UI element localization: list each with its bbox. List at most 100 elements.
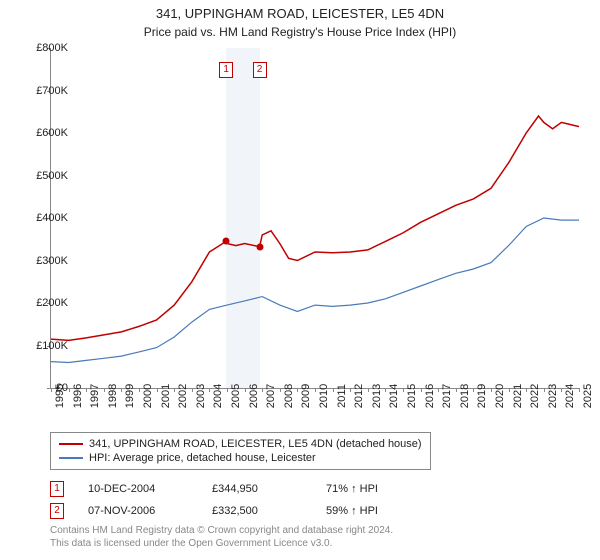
x-axis-label: 2007 — [265, 384, 277, 408]
chart-subtitle: Price paid vs. HM Land Registry's House … — [0, 23, 600, 39]
x-axis-label: 2017 — [441, 384, 453, 408]
x-axis-label: 1999 — [124, 384, 136, 408]
x-axis-label: 2004 — [212, 384, 224, 408]
x-tick — [227, 388, 228, 392]
x-axis-label: 2023 — [547, 384, 559, 408]
y-axis-label: £200K — [24, 297, 68, 309]
x-axis-label: 2001 — [160, 384, 172, 408]
event-pct: 71% ↑ HPI — [326, 483, 416, 495]
y-axis-label: £700K — [24, 85, 68, 97]
x-axis-label: 1998 — [107, 384, 119, 408]
x-axis-label: 2020 — [494, 384, 506, 408]
event-marker-box: 2 — [253, 62, 267, 78]
chart-svg — [51, 48, 579, 388]
event-marker-dot — [256, 243, 263, 250]
event-date: 07-NOV-2006 — [88, 505, 188, 517]
y-axis-label: £0 — [24, 382, 68, 394]
event-price: £332,500 — [212, 505, 302, 517]
x-tick — [297, 388, 298, 392]
legend-item: HPI: Average price, detached house, Leic… — [59, 451, 422, 465]
chart-title: 341, UPPINGHAM ROAD, LEICESTER, LE5 4DN — [0, 0, 600, 23]
event-row: 1 10-DEC-2004 £344,950 71% ↑ HPI — [50, 478, 416, 500]
legend: 341, UPPINGHAM ROAD, LEICESTER, LE5 4DN … — [50, 432, 431, 470]
y-axis-label: £100K — [24, 340, 68, 352]
x-axis-label: 2016 — [424, 384, 436, 408]
x-axis-label: 2012 — [353, 384, 365, 408]
footer-line-2: This data is licensed under the Open Gov… — [50, 537, 393, 550]
series-line — [51, 116, 579, 340]
x-axis-label: 2009 — [300, 384, 312, 408]
legend-item: 341, UPPINGHAM ROAD, LEICESTER, LE5 4DN … — [59, 437, 422, 451]
footer-text: Contains HM Land Registry data © Crown c… — [50, 524, 393, 550]
events-table: 1 10-DEC-2004 £344,950 71% ↑ HPI 2 07-NOV-200… — [50, 478, 416, 522]
x-tick — [368, 388, 369, 392]
x-tick — [333, 388, 334, 392]
x-tick — [456, 388, 457, 392]
x-tick — [245, 388, 246, 392]
x-axis-label: 2010 — [318, 384, 330, 408]
x-tick — [509, 388, 510, 392]
x-tick — [561, 388, 562, 392]
x-axis-label: 2003 — [195, 384, 207, 408]
event-number-box: 1 — [50, 481, 64, 497]
x-tick — [526, 388, 527, 392]
x-axis-label: 2025 — [582, 384, 594, 408]
x-tick — [86, 388, 87, 392]
x-tick — [491, 388, 492, 392]
series-line — [51, 218, 579, 363]
x-tick — [192, 388, 193, 392]
y-axis-label: £600K — [24, 127, 68, 139]
x-axis-label: 2000 — [142, 384, 154, 408]
y-axis-label: £800K — [24, 42, 68, 54]
x-tick — [579, 388, 580, 392]
event-number-box: 2 — [50, 503, 64, 519]
x-tick — [473, 388, 474, 392]
x-tick — [121, 388, 122, 392]
legend-swatch — [59, 457, 83, 459]
y-axis-label: £400K — [24, 212, 68, 224]
x-tick — [69, 388, 70, 392]
x-axis-label: 1996 — [72, 384, 84, 408]
x-axis-label: 1997 — [89, 384, 101, 408]
x-tick — [438, 388, 439, 392]
x-axis-label: 2013 — [371, 384, 383, 408]
x-tick — [262, 388, 263, 392]
x-tick — [174, 388, 175, 392]
x-axis-label: 2015 — [406, 384, 418, 408]
x-axis-label: 2024 — [564, 384, 576, 408]
x-axis-label: 2008 — [283, 384, 295, 408]
x-axis-label: 2014 — [388, 384, 400, 408]
y-axis-label: £500K — [24, 170, 68, 182]
x-tick — [209, 388, 210, 392]
x-tick — [139, 388, 140, 392]
x-axis-label: 2002 — [177, 384, 189, 408]
legend-swatch — [59, 443, 83, 445]
legend-label: 341, UPPINGHAM ROAD, LEICESTER, LE5 4DN … — [89, 438, 422, 450]
event-marker-dot — [223, 238, 230, 245]
event-row: 2 07-NOV-2006 £332,500 59% ↑ HPI — [50, 500, 416, 522]
plot-area: 1995199619971998199920002001200220032004… — [50, 48, 579, 389]
x-tick — [157, 388, 158, 392]
x-axis-label: 2019 — [476, 384, 488, 408]
x-axis-label: 2011 — [336, 384, 348, 408]
event-price: £344,950 — [212, 483, 302, 495]
x-tick — [385, 388, 386, 392]
event-marker-box: 1 — [219, 62, 233, 78]
event-date: 10-DEC-2004 — [88, 483, 188, 495]
x-axis-label: 2018 — [459, 384, 471, 408]
x-tick — [421, 388, 422, 392]
x-tick — [544, 388, 545, 392]
x-axis-label: 2022 — [529, 384, 541, 408]
x-tick — [403, 388, 404, 392]
chart-container: 341, UPPINGHAM ROAD, LEICESTER, LE5 4DN … — [0, 0, 600, 560]
footer-line-1: Contains HM Land Registry data © Crown c… — [50, 524, 393, 537]
x-tick — [315, 388, 316, 392]
event-pct: 59% ↑ HPI — [326, 505, 416, 517]
x-axis-label: 2006 — [248, 384, 260, 408]
x-tick — [280, 388, 281, 392]
x-axis-label: 2005 — [230, 384, 242, 408]
y-axis-label: £300K — [24, 255, 68, 267]
x-tick — [350, 388, 351, 392]
x-tick — [104, 388, 105, 392]
x-axis-label: 2021 — [512, 384, 524, 408]
